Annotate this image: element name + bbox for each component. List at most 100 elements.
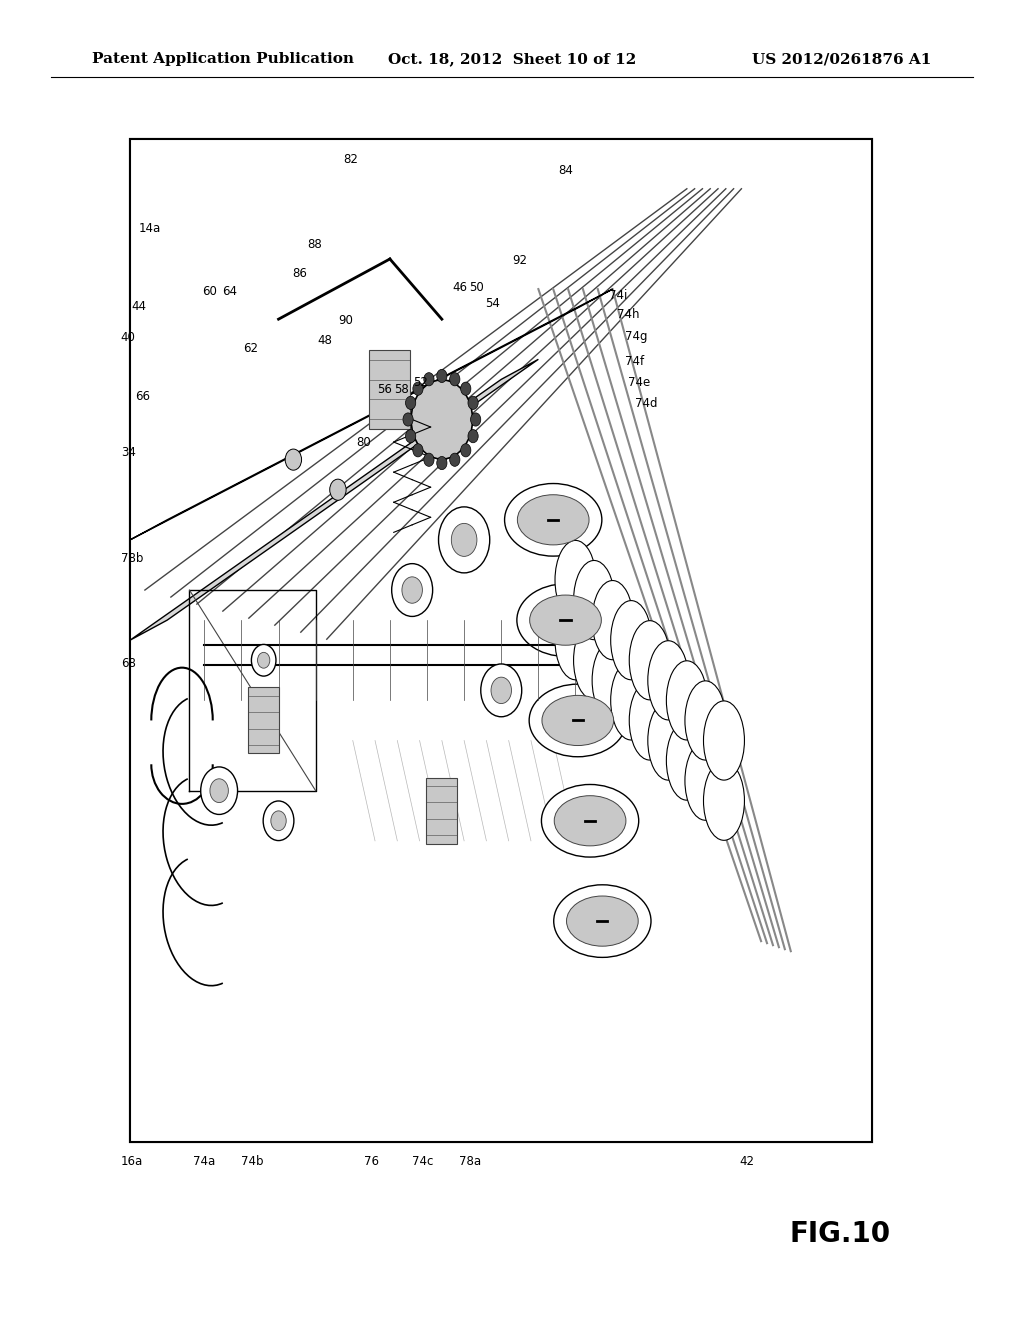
Ellipse shape bbox=[529, 684, 627, 756]
Ellipse shape bbox=[411, 380, 473, 459]
Circle shape bbox=[461, 381, 471, 395]
Text: 74f: 74f bbox=[625, 355, 644, 368]
Text: 74d: 74d bbox=[635, 397, 657, 411]
Text: 74i: 74i bbox=[609, 289, 628, 302]
FancyBboxPatch shape bbox=[248, 688, 279, 754]
Circle shape bbox=[270, 810, 287, 830]
Text: 74g: 74g bbox=[625, 330, 647, 343]
Ellipse shape bbox=[667, 721, 708, 800]
Text: 86: 86 bbox=[292, 267, 307, 280]
Circle shape bbox=[330, 479, 346, 500]
Text: 16a: 16a bbox=[121, 1155, 143, 1168]
Circle shape bbox=[438, 507, 489, 573]
Text: 74h: 74h bbox=[617, 308, 640, 321]
Ellipse shape bbox=[629, 620, 670, 700]
Circle shape bbox=[263, 801, 294, 841]
Text: 76: 76 bbox=[364, 1155, 379, 1168]
Circle shape bbox=[413, 381, 423, 395]
Circle shape bbox=[471, 413, 481, 426]
Bar bbox=[130, 139, 872, 1142]
Ellipse shape bbox=[566, 896, 638, 946]
Ellipse shape bbox=[685, 741, 726, 820]
Ellipse shape bbox=[648, 640, 689, 719]
Circle shape bbox=[406, 396, 416, 409]
Circle shape bbox=[424, 453, 434, 466]
Ellipse shape bbox=[554, 796, 626, 846]
Ellipse shape bbox=[517, 583, 614, 656]
Text: 88: 88 bbox=[307, 238, 322, 251]
Text: 74c: 74c bbox=[412, 1155, 433, 1168]
Ellipse shape bbox=[555, 540, 596, 619]
Text: 44: 44 bbox=[131, 300, 146, 313]
Ellipse shape bbox=[648, 701, 689, 780]
Text: 48: 48 bbox=[317, 334, 333, 347]
Ellipse shape bbox=[667, 661, 708, 741]
Text: 46: 46 bbox=[453, 281, 468, 294]
Ellipse shape bbox=[703, 762, 744, 841]
Text: Patent Application Publication: Patent Application Publication bbox=[92, 53, 354, 66]
Ellipse shape bbox=[529, 595, 601, 645]
Circle shape bbox=[468, 396, 478, 409]
Circle shape bbox=[481, 664, 521, 717]
Circle shape bbox=[468, 429, 478, 442]
Ellipse shape bbox=[592, 581, 633, 660]
Text: 68: 68 bbox=[121, 657, 136, 671]
Ellipse shape bbox=[592, 640, 633, 719]
Text: 52: 52 bbox=[413, 376, 428, 389]
Circle shape bbox=[285, 449, 301, 470]
Text: 58: 58 bbox=[394, 383, 409, 396]
Circle shape bbox=[413, 444, 423, 457]
FancyBboxPatch shape bbox=[426, 777, 457, 843]
Ellipse shape bbox=[685, 681, 726, 760]
Ellipse shape bbox=[629, 681, 670, 760]
Circle shape bbox=[401, 577, 422, 603]
Text: 40: 40 bbox=[121, 331, 136, 345]
Circle shape bbox=[461, 444, 471, 457]
Ellipse shape bbox=[517, 495, 589, 545]
Text: 92: 92 bbox=[512, 253, 527, 267]
Text: 62: 62 bbox=[243, 342, 258, 355]
Circle shape bbox=[252, 644, 276, 676]
Ellipse shape bbox=[505, 483, 602, 556]
Circle shape bbox=[424, 372, 434, 385]
Circle shape bbox=[436, 457, 447, 470]
Text: 56: 56 bbox=[377, 383, 392, 396]
Circle shape bbox=[450, 372, 460, 385]
Text: FIG.10: FIG.10 bbox=[790, 1220, 890, 1249]
Circle shape bbox=[258, 652, 270, 668]
Text: 74e: 74e bbox=[628, 376, 650, 389]
Text: 74b: 74b bbox=[241, 1155, 263, 1168]
Text: 50: 50 bbox=[469, 281, 483, 294]
Text: 42: 42 bbox=[739, 1155, 755, 1168]
Text: 14a: 14a bbox=[138, 222, 161, 235]
Circle shape bbox=[492, 677, 512, 704]
Text: 34: 34 bbox=[121, 446, 136, 459]
Circle shape bbox=[210, 779, 228, 803]
Text: 78b: 78b bbox=[121, 552, 143, 565]
Ellipse shape bbox=[542, 696, 613, 746]
Polygon shape bbox=[130, 289, 612, 540]
Text: 90: 90 bbox=[338, 314, 353, 327]
Ellipse shape bbox=[554, 884, 651, 957]
Text: 84: 84 bbox=[558, 164, 573, 177]
Circle shape bbox=[450, 453, 460, 466]
Ellipse shape bbox=[542, 784, 639, 857]
Ellipse shape bbox=[610, 661, 651, 741]
Text: US 2012/0261876 A1: US 2012/0261876 A1 bbox=[753, 53, 932, 66]
Text: 66: 66 bbox=[135, 389, 151, 403]
Text: 74a: 74a bbox=[193, 1155, 215, 1168]
Circle shape bbox=[402, 413, 413, 426]
Circle shape bbox=[391, 564, 432, 616]
Ellipse shape bbox=[573, 620, 614, 700]
Text: Oct. 18, 2012  Sheet 10 of 12: Oct. 18, 2012 Sheet 10 of 12 bbox=[388, 53, 636, 66]
Text: 82: 82 bbox=[343, 153, 358, 166]
Circle shape bbox=[452, 523, 477, 557]
Ellipse shape bbox=[610, 601, 651, 680]
Ellipse shape bbox=[703, 701, 744, 780]
Text: 54: 54 bbox=[485, 297, 501, 310]
Circle shape bbox=[201, 767, 238, 814]
Ellipse shape bbox=[555, 601, 596, 680]
Circle shape bbox=[406, 429, 416, 442]
Bar bbox=[130, 139, 872, 1142]
Text: 60: 60 bbox=[202, 285, 217, 298]
